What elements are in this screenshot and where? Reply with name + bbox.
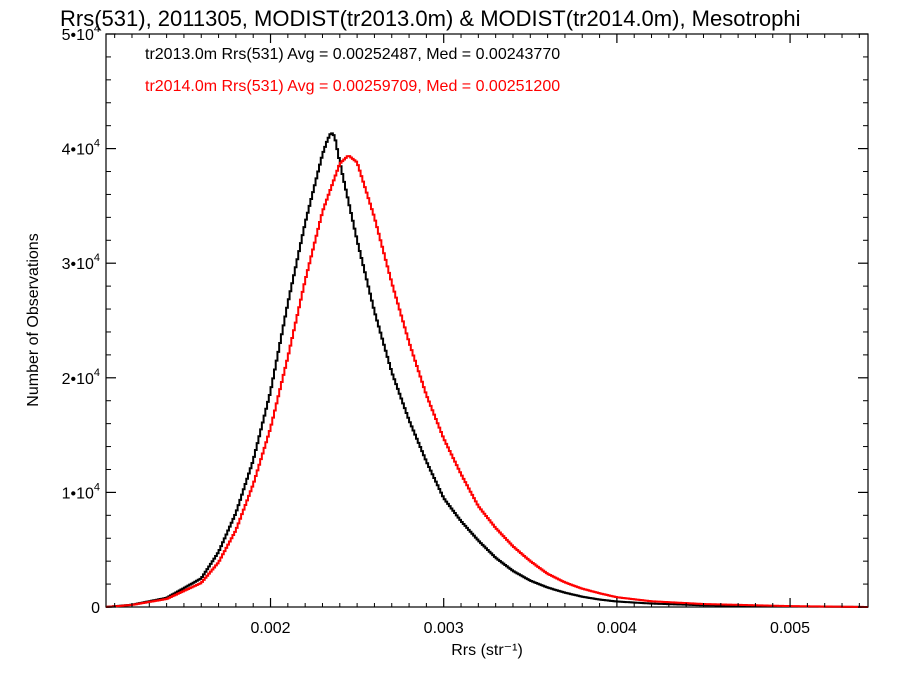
y-tick-label: 1•104 <box>62 481 100 502</box>
x-tick-label: 0.004 <box>597 620 637 637</box>
series-layer <box>106 132 868 608</box>
y-tick-label: 3•104 <box>62 252 100 273</box>
series-tr2014.0m <box>106 155 868 608</box>
y-axis: 0 1•104 2•104 3•104 4•104 5•104 <box>62 23 868 617</box>
stats-label-tr2013: tr2013.0m Rrs(531) Avg = 0.00252487, Med… <box>145 46 560 63</box>
stats-label-tr2014: tr2014.0m Rrs(531) Avg = 0.00259709, Med… <box>145 78 560 95</box>
series-tr2013.0m <box>106 132 868 608</box>
x-tick-label: 0.005 <box>770 620 810 637</box>
x-axis: 0.002 0.003 0.004 0.005 <box>114 34 860 637</box>
plot-frame <box>105 33 869 608</box>
y-tick-label: 2•104 <box>62 367 100 388</box>
x-axis-label: Rrs (str⁻¹) <box>451 642 523 659</box>
y-tick-label: 0 <box>91 600 100 617</box>
chart-title: Rrs(531), 2011305, MODIST(tr2013.0m) & M… <box>60 6 801 31</box>
x-tick-label: 0.003 <box>424 620 464 637</box>
y-axis-label: Number of Observations <box>25 233 42 406</box>
x-tick-label: 0.002 <box>250 620 290 637</box>
y-tick-label: 5•104 <box>62 23 100 44</box>
y-tick-label: 4•104 <box>62 138 100 159</box>
